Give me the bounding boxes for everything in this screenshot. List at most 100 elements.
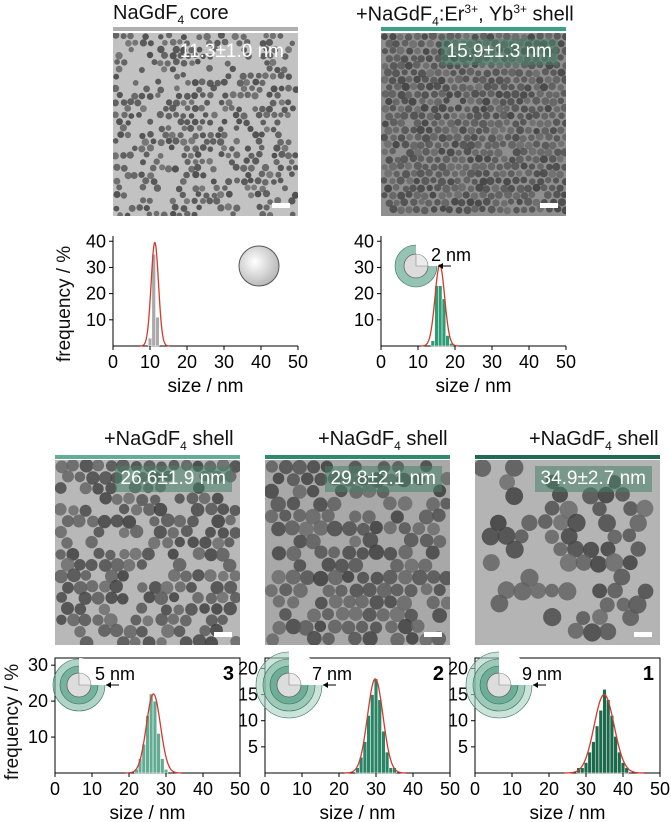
tem-particle (397, 134, 406, 142)
tem-particle (61, 601, 74, 615)
tem-particle (416, 125, 425, 135)
tem-particle (217, 126, 224, 133)
tem-particle (421, 119, 429, 127)
tem-particle (431, 120, 438, 127)
tem-particle (233, 204, 241, 212)
tem-particle (429, 191, 437, 199)
header-line-shell-2 (265, 455, 450, 459)
x-tick-label: 40 (403, 779, 423, 799)
tem-particle (122, 515, 137, 529)
tem-particle (458, 156, 466, 164)
tem-particle (451, 184, 459, 192)
tem-particle (136, 204, 143, 211)
tem-particle (393, 199, 400, 206)
tem-particle (236, 106, 242, 113)
tem-particle (205, 526, 216, 538)
tem-particle (229, 146, 235, 152)
tem-particle (418, 558, 433, 573)
tem-particle (413, 33, 422, 40)
tem-particle (233, 137, 240, 145)
tem-particle (113, 111, 119, 119)
tem-particle (519, 147, 528, 156)
tem-particle (74, 603, 87, 615)
tem-particle (400, 55, 409, 63)
tem-particle (194, 151, 202, 158)
tem-particle (483, 69, 491, 78)
tem-particle (176, 212, 183, 216)
tem-particle (466, 112, 474, 120)
tem-particle (396, 595, 412, 611)
tem-particle (560, 148, 566, 157)
tem-particle (191, 105, 199, 112)
tem-particle (269, 33, 277, 40)
tem-particle (147, 118, 154, 125)
tem-particle (265, 105, 273, 113)
tem-particle (434, 156, 441, 163)
tem-particle (162, 537, 174, 549)
tem-particle (222, 185, 228, 191)
tem-particle (397, 191, 406, 200)
tem-particle (266, 171, 274, 179)
tem-particle (252, 78, 260, 86)
tem-particle (191, 79, 199, 87)
y-axis-label-bottom: frequency / % (2, 663, 23, 780)
tem-particle (280, 66, 288, 74)
tem-particle (462, 163, 470, 171)
tem-particle (78, 591, 92, 605)
tem-particle (487, 90, 495, 98)
tem-particle (177, 118, 185, 126)
tem-particle (433, 535, 447, 548)
tem-particle (396, 33, 404, 41)
tem-particle (118, 527, 130, 539)
tem-particle (258, 131, 265, 138)
tem-particle (488, 77, 495, 84)
tem-particle (441, 199, 450, 208)
tem-particle (204, 99, 211, 106)
tem-particle (224, 60, 231, 67)
tem-particle (552, 91, 560, 99)
tem-particle (245, 52, 252, 60)
tem-particle (613, 568, 631, 586)
tem-particle (503, 119, 510, 126)
tem-particle (463, 176, 471, 184)
tem-particle (447, 106, 454, 113)
tem-particle (115, 52, 123, 60)
tem-particle (172, 99, 181, 107)
tem-particle (271, 111, 278, 118)
tem-particle (521, 514, 538, 531)
tem-particle (160, 581, 174, 595)
tem-particle (277, 33, 284, 39)
y-axis-label-top: frequency / % (54, 245, 75, 362)
panel-title-core: NaGdF4 core (113, 2, 229, 27)
tem-particle (104, 613, 118, 627)
tem-particle (132, 80, 139, 86)
tem-particle (414, 47, 421, 55)
x-tick-label: 10 (408, 352, 428, 372)
tem-particle (480, 149, 488, 157)
tem-particle (105, 482, 117, 495)
tem-particle (146, 51, 154, 59)
tem-particle (241, 178, 248, 186)
tem-particle (533, 140, 541, 148)
tem-particle (92, 460, 105, 472)
tem-image-shell-2: 29.8±2.1 nm (265, 460, 450, 645)
tem-particle (55, 460, 69, 474)
tem-particle (362, 607, 377, 622)
x-tick-label: 10 (292, 779, 312, 799)
tem-particle (528, 106, 536, 114)
y-tick-label: 10 (28, 727, 48, 747)
tem-particle (252, 157, 260, 165)
tem-particle (221, 38, 229, 46)
tem-particle (488, 134, 496, 143)
tem-particle (222, 105, 229, 112)
tem-particle (169, 66, 176, 73)
tem-particle (533, 83, 541, 91)
tem-particle (467, 185, 475, 193)
tem-particle (605, 553, 624, 572)
histogram-bar (366, 715, 371, 774)
tem-particle (637, 583, 654, 600)
tem-particle (540, 83, 548, 92)
tem-particle (482, 169, 490, 177)
histogram-bar (370, 694, 375, 774)
tem-particle (450, 126, 459, 134)
